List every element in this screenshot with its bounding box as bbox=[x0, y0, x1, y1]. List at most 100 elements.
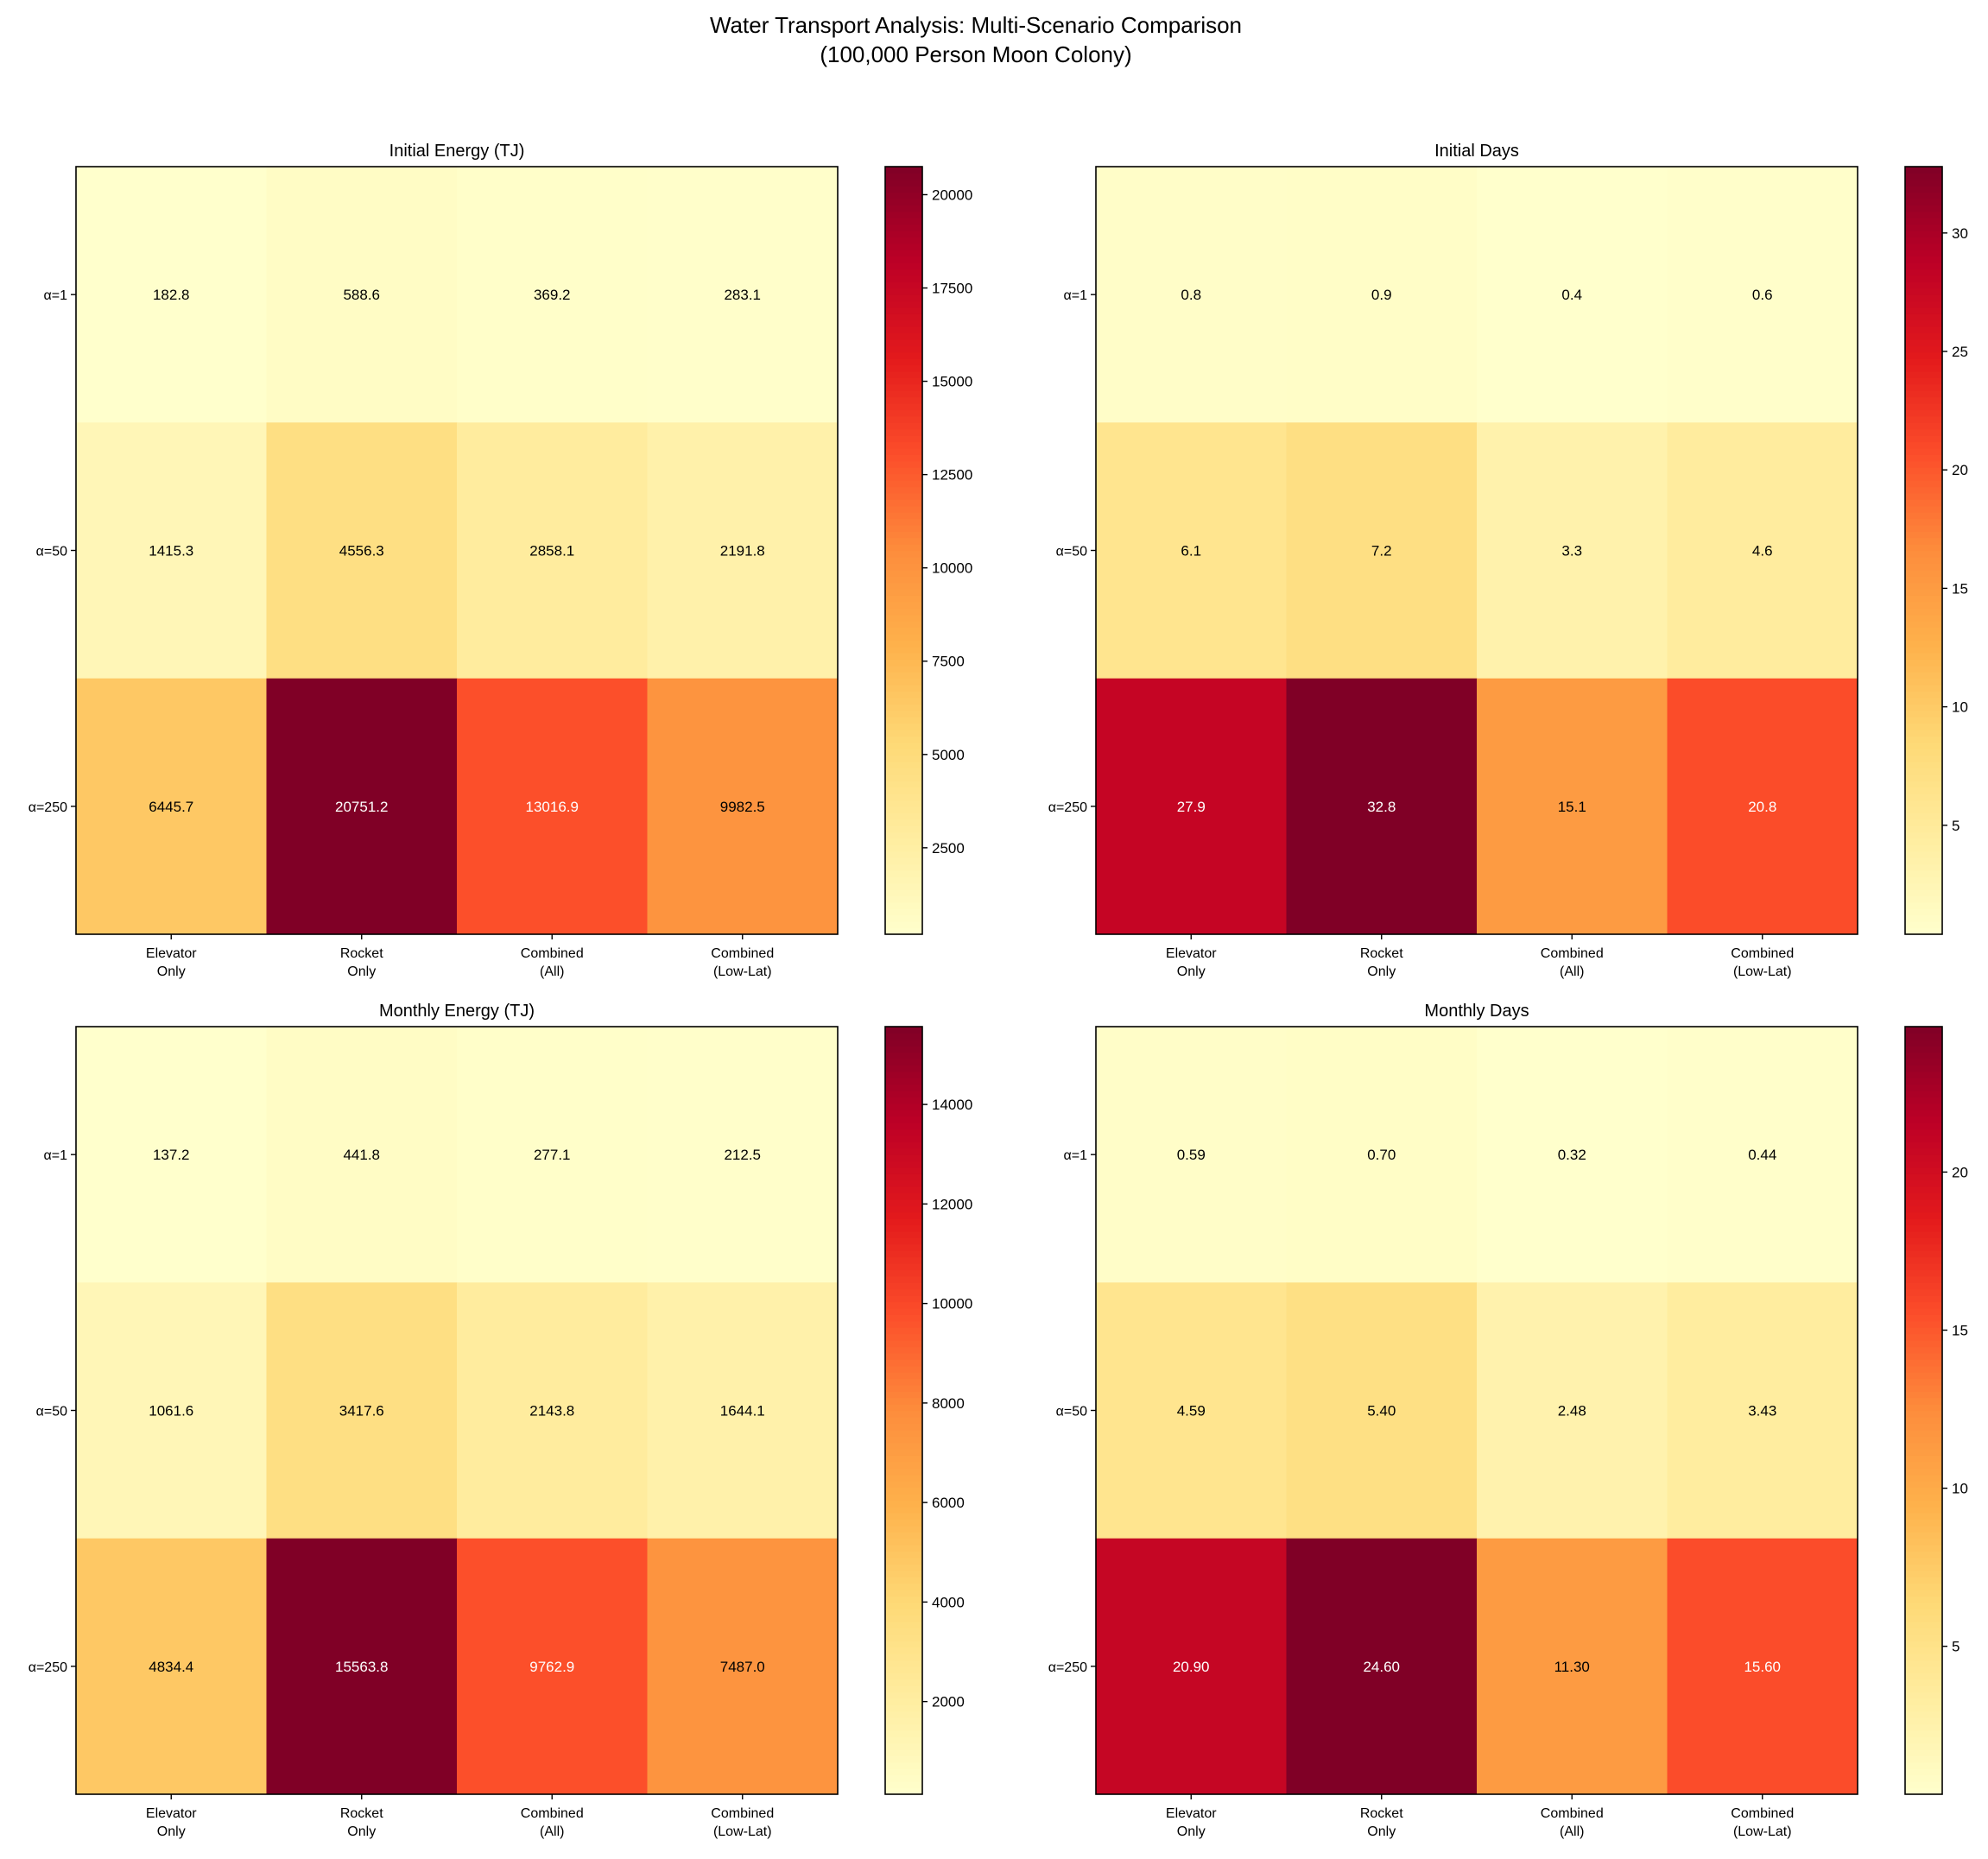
colorbar-segment bbox=[885, 1027, 922, 1034]
colorbar-segment bbox=[1905, 838, 1942, 845]
colorbar-segment bbox=[885, 1653, 922, 1661]
colorbar-segment bbox=[1905, 319, 1942, 327]
colorbar-segment bbox=[885, 1564, 922, 1571]
heatmap-cell bbox=[457, 1282, 648, 1540]
colorbar-segment bbox=[1905, 441, 1942, 449]
cell-value-label: 15.1 bbox=[1558, 799, 1586, 815]
colorbar-tick-label: 7500 bbox=[932, 654, 965, 670]
colorbar-segment bbox=[885, 914, 922, 922]
colorbar-segment bbox=[1905, 486, 1942, 494]
colorbar-segment bbox=[1905, 1103, 1942, 1110]
colorbar-segment bbox=[1905, 428, 1942, 436]
colorbar-segment bbox=[1905, 831, 1942, 839]
colorbar-frame bbox=[1904, 1026, 1943, 1795]
colorbar-segment bbox=[885, 869, 922, 877]
colorbar-segment bbox=[1905, 813, 1942, 820]
colorbar-segment bbox=[885, 486, 922, 494]
colorbar-segment bbox=[885, 1429, 922, 1437]
colorbar-segment bbox=[885, 435, 922, 443]
cell-value-label: 15.60 bbox=[1744, 1659, 1781, 1675]
cell-value-label: 11.30 bbox=[1554, 1659, 1590, 1675]
colorbar-segment bbox=[885, 250, 922, 257]
colorbar-segment bbox=[1905, 761, 1942, 768]
colorbar-segment bbox=[885, 1148, 922, 1155]
colorbar-segment bbox=[1905, 563, 1942, 571]
colorbar-segment bbox=[885, 492, 922, 500]
colorbar-segment bbox=[885, 1275, 922, 1283]
colorbar-segment bbox=[885, 787, 922, 794]
colorbar-segment bbox=[885, 1071, 922, 1078]
colorbar-segment bbox=[885, 1288, 922, 1296]
colorbar-segment bbox=[885, 422, 922, 430]
colorbar-segment bbox=[1905, 460, 1942, 468]
cell-value-label: 0.9 bbox=[1371, 287, 1392, 303]
colorbar-segment bbox=[885, 1154, 922, 1162]
heatmap-cell bbox=[1096, 1027, 1287, 1283]
colorbar-segment bbox=[885, 1243, 922, 1251]
colorbar-segment bbox=[885, 179, 922, 187]
colorbar-segment bbox=[885, 1685, 922, 1693]
colorbar-segment bbox=[1905, 205, 1942, 212]
colorbar-segment bbox=[1905, 608, 1942, 616]
cell-value-label: 588.6 bbox=[343, 287, 380, 303]
colorbar-segment bbox=[1905, 1781, 1942, 1789]
colorbar-segment bbox=[1905, 1288, 1942, 1296]
cell-value-label: 3.43 bbox=[1748, 1403, 1776, 1420]
colorbar-segment bbox=[885, 499, 922, 507]
heatmap-cell bbox=[1286, 678, 1478, 935]
colorbar-segment bbox=[1905, 774, 1942, 781]
colorbar-segment bbox=[1905, 237, 1942, 244]
colorbar-tick-label: 10000 bbox=[932, 560, 972, 577]
colorbar-segment bbox=[1905, 1039, 1942, 1046]
colorbar-segment bbox=[1905, 729, 1942, 737]
y-tick-label: α=50 bbox=[1056, 1405, 1087, 1420]
colorbar-segment bbox=[885, 371, 922, 379]
colorbar-segment bbox=[885, 1129, 922, 1136]
heatmap-cell bbox=[1667, 1282, 1858, 1540]
colorbar-segment bbox=[885, 1672, 922, 1680]
cell-value-label: 4.59 bbox=[1177, 1403, 1206, 1420]
colorbar-segment bbox=[885, 300, 922, 308]
colorbar-segment bbox=[885, 1179, 922, 1187]
colorbar-segment bbox=[885, 1506, 922, 1514]
colorbar-segment bbox=[885, 199, 922, 206]
x-tick-label: Elevator bbox=[146, 946, 197, 961]
cell-value-label: 24.60 bbox=[1363, 1659, 1400, 1675]
colorbar-segment bbox=[1905, 1192, 1942, 1200]
heatmap-cell bbox=[647, 1538, 839, 1795]
heatmap-cell bbox=[1667, 422, 1858, 680]
heatmap-cell bbox=[647, 678, 839, 935]
colorbar-segment bbox=[885, 1372, 922, 1380]
colorbar-segment bbox=[885, 1256, 922, 1264]
colorbar-segment bbox=[885, 825, 922, 833]
cell-value-label: 6445.7 bbox=[149, 799, 193, 815]
colorbar-segment bbox=[1905, 1557, 1942, 1565]
colorbar-segment bbox=[1905, 179, 1942, 187]
y-tick-label: α=50 bbox=[36, 1405, 67, 1420]
colorbar-tick-label: 20 bbox=[1952, 462, 1968, 478]
colorbar-segment bbox=[1905, 1116, 1942, 1123]
colorbar-segment bbox=[885, 582, 922, 590]
colorbar-segment bbox=[1905, 1033, 1942, 1040]
colorbar-segment bbox=[885, 1333, 922, 1341]
colorbar-segment bbox=[885, 1423, 922, 1431]
heatmap-cell bbox=[647, 1027, 839, 1283]
colorbar-segment bbox=[885, 1500, 922, 1508]
colorbar-segment bbox=[885, 1647, 922, 1654]
colorbar-segment bbox=[885, 531, 922, 539]
colorbar-segment bbox=[1905, 1660, 1942, 1667]
colorbar-segment bbox=[1905, 550, 1942, 558]
colorbar-segment bbox=[885, 1211, 922, 1219]
colorbar-segment bbox=[885, 505, 922, 513]
colorbar-segment bbox=[1905, 1320, 1942, 1328]
colorbar-segment bbox=[885, 1577, 922, 1584]
colorbar-segment bbox=[885, 1327, 922, 1335]
colorbar-segment bbox=[1905, 467, 1942, 475]
colorbar-segment bbox=[1905, 480, 1942, 488]
colorbar-segment bbox=[885, 1365, 922, 1373]
heatmap-cell bbox=[266, 1027, 458, 1283]
colorbar-tick-label: 12000 bbox=[932, 1196, 972, 1212]
colorbar-segment bbox=[1905, 1787, 1942, 1795]
colorbar-tick-label: 15 bbox=[1952, 580, 1968, 597]
colorbar-segment bbox=[885, 377, 922, 385]
